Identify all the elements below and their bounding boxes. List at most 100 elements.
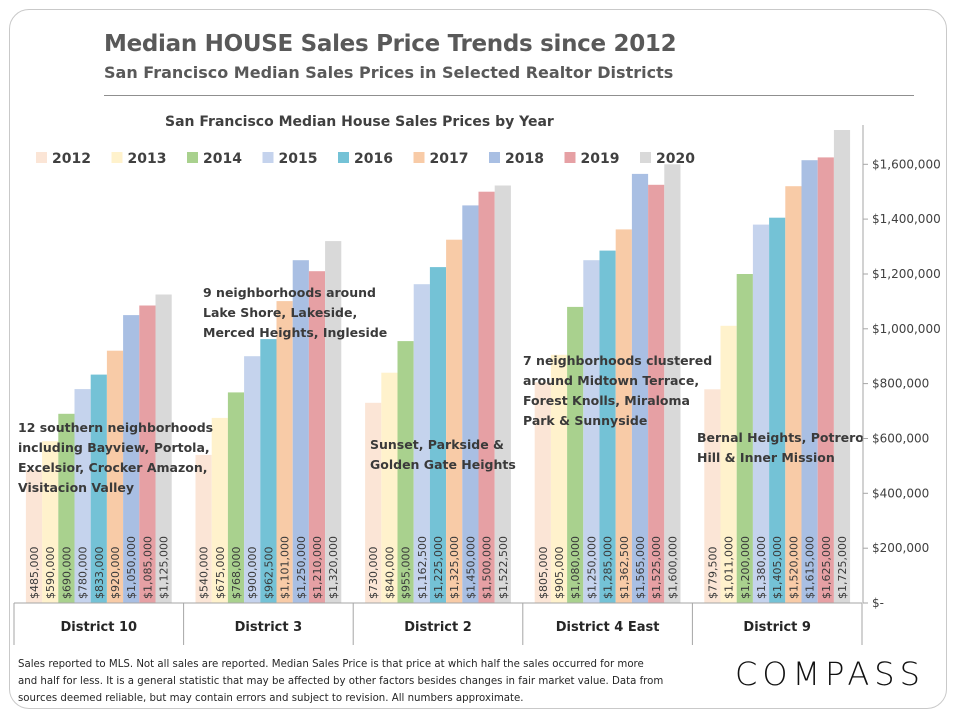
value-label: $590,000 <box>44 547 57 600</box>
value-label: $1,285,000 <box>602 536 615 599</box>
y-tick-label: $1,600,000 <box>872 157 941 171</box>
bar-2014-2 <box>397 341 414 603</box>
value-label: $1,250,000 <box>295 536 308 599</box>
bar-2020-1 <box>325 241 342 603</box>
bar-2017-0 <box>106 350 124 603</box>
legend-label: 2015 <box>279 151 318 167</box>
legend-swatch-2016 <box>338 152 349 163</box>
legend-swatch-2017 <box>413 152 425 163</box>
page-title: Median HOUSE Sales Price Trends since 20… <box>104 31 677 57</box>
bar-2012-1 <box>195 454 212 603</box>
value-label: $905,000 <box>553 547 566 600</box>
value-label: $840,000 <box>383 547 396 600</box>
value-label: $1,320,000 <box>327 536 340 599</box>
value-label: $1,080,000 <box>569 536 582 599</box>
value-label: $1,450,000 <box>464 536 477 599</box>
bar-2020-3 <box>664 164 681 604</box>
bar-2019-4 <box>817 157 834 603</box>
footnote: Sales reported to MLS. Not all sales are… <box>18 659 663 704</box>
value-label: $1,525,000 <box>650 536 663 599</box>
bar-2018-1 <box>292 260 309 603</box>
value-label: $1,200,000 <box>739 536 752 599</box>
value-label: $1,325,000 <box>448 536 461 599</box>
annotation-text: Sunset, Parkside & <box>370 437 504 452</box>
annotation-text: including Bayview, Portola, <box>18 440 210 455</box>
legend: 2012 2013 2014 2015 2016 2017 2018 2019 2020 <box>36 151 695 167</box>
bar-2015-2 <box>413 284 430 603</box>
value-label: $1,250,000 <box>585 536 598 599</box>
value-label: $1,625,000 <box>820 536 833 599</box>
value-label: $955,000 <box>400 547 413 600</box>
bar-2019-3 <box>648 184 665 604</box>
annotation-text: Golden Gate Heights <box>370 457 516 472</box>
bar-2015-0 <box>74 389 91 603</box>
bar-2014-4 <box>736 274 753 603</box>
value-label: $690,000 <box>60 547 73 600</box>
y-axis: $- $200,000 $400,000 $600,000 $800,000 $1,000… <box>862 125 941 610</box>
legend-label: 2019 <box>581 151 620 167</box>
compass-logo: COMPASS <box>735 655 925 693</box>
x-tick-label: District 2 <box>404 620 472 635</box>
value-label: $1,125,000 <box>158 536 171 599</box>
footnote-line: and half for less. It is a general stati… <box>18 676 663 687</box>
value-label: $900,000 <box>246 547 259 600</box>
legend-swatch-2014 <box>187 152 198 163</box>
bar-2018-3 <box>631 173 649 603</box>
y-tick-label: $800,000 <box>872 377 929 391</box>
value-label: $540,000 <box>198 547 211 600</box>
bar-2017-4 <box>785 186 802 603</box>
bar-2012-2 <box>365 402 382 603</box>
bar-2017-1 <box>276 301 293 603</box>
footnote-line: Sales reported to MLS. Not all sales are… <box>18 659 644 670</box>
y-tick-label: $200,000 <box>872 541 929 555</box>
bar-2014-3 <box>567 306 584 603</box>
bar-2020-4 <box>833 130 851 603</box>
value-label: $1,615,000 <box>804 536 817 599</box>
annotation-text: Bernal Heights, Potrero <box>697 430 864 445</box>
bar-2013-2 <box>381 372 398 603</box>
title-divider <box>104 95 914 96</box>
value-label: $1,162,500 <box>416 536 429 599</box>
legend-label: 2017 <box>430 151 469 167</box>
annotation-text: 7 neighborhoods clustered <box>523 353 712 368</box>
value-label: $1,101,000 <box>279 536 292 599</box>
bar-2014-0 <box>58 413 75 603</box>
value-label: $1,600,000 <box>666 536 679 599</box>
value-label: $780,000 <box>77 547 90 600</box>
x-tick-label: District 4 East <box>556 620 660 635</box>
bar-2020-0 <box>155 294 172 603</box>
y-tick-label: $1,000,000 <box>872 322 941 336</box>
legend-label: 2018 <box>505 151 544 167</box>
y-tick-label: $- <box>872 596 884 610</box>
y-tick-label: $1,200,000 <box>872 267 941 281</box>
annotation-text: Lake Shore, Lakeside, <box>203 305 357 320</box>
annotation-text: Hill & Inner Mission <box>697 450 835 465</box>
value-label: $1,362,500 <box>618 536 631 599</box>
annotation-text: 9 neighborhoods around <box>203 285 376 300</box>
value-label: $833,000 <box>93 547 106 600</box>
value-label: $1,011,000 <box>723 536 736 599</box>
bar-2018-0 <box>123 315 140 603</box>
annotations: 12 southern neighborhoods including Bayvi… <box>18 285 864 495</box>
bars <box>25 130 851 604</box>
x-tick-label: District 9 <box>743 620 811 635</box>
bar-2014-1 <box>227 392 245 603</box>
value-label: $1,725,000 <box>836 536 849 599</box>
bar-2016-1 <box>260 339 277 603</box>
value-label: $1,380,000 <box>755 536 768 599</box>
bar-2016-3 <box>599 250 616 603</box>
bar-2015-1 <box>244 356 261 603</box>
value-label: $485,000 <box>28 547 41 600</box>
legend-swatch-2019 <box>564 152 576 163</box>
annotation-text: 12 southern neighborhoods <box>18 420 213 435</box>
bar-2012-0 <box>25 470 43 603</box>
value-label: $1,405,000 <box>771 536 784 599</box>
bar-2013-3 <box>550 354 568 603</box>
annotation-text: Park & Sunnyside <box>523 413 647 428</box>
value-label: $1,225,000 <box>432 536 445 599</box>
value-label: $1,210,000 <box>311 536 324 599</box>
page-subtitle: San Francisco Median Sales Prices in Sel… <box>104 63 674 82</box>
value-label: $779,500 <box>706 547 719 600</box>
bar-2015-4 <box>752 224 770 603</box>
x-tick-label: District 3 <box>235 620 303 635</box>
